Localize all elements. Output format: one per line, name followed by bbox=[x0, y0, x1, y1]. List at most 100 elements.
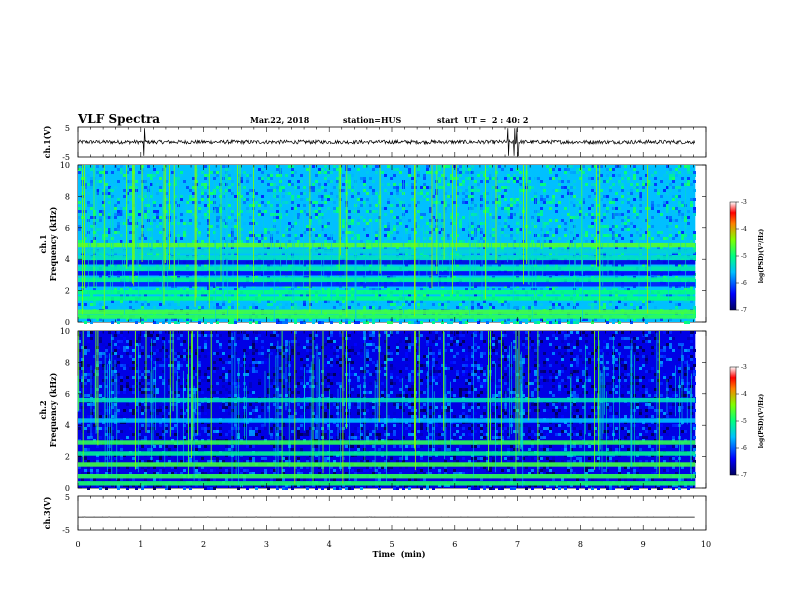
spectrogram-cell bbox=[396, 168, 399, 171]
spectrogram-cell bbox=[432, 204, 435, 207]
spectrogram-cell bbox=[507, 234, 510, 237]
spectrogram-cell bbox=[543, 192, 546, 195]
spectrogram-cell bbox=[129, 216, 132, 219]
spectrogram-cell bbox=[249, 306, 252, 309]
spectrogram-cell bbox=[420, 192, 423, 195]
spectrogram-cell bbox=[567, 240, 570, 243]
spectrogram-cell bbox=[180, 334, 183, 337]
spectrogram-cell bbox=[285, 303, 288, 306]
spectrogram-cell bbox=[582, 207, 585, 210]
spectrogram-cell bbox=[426, 231, 429, 234]
spectrogram-cell bbox=[549, 207, 552, 210]
spectrogram-cell bbox=[186, 165, 189, 168]
spectrogram-cell bbox=[576, 171, 579, 174]
spectrogram-cell bbox=[249, 192, 252, 195]
spectrogram-cell bbox=[297, 180, 300, 183]
spectrogram-cell bbox=[120, 213, 123, 216]
spectrogram-cell bbox=[519, 216, 522, 219]
spectrogram-cell bbox=[288, 183, 291, 186]
spectrogram-cell bbox=[576, 216, 579, 219]
spectrogram-cell bbox=[519, 228, 522, 231]
spectrogram-cell bbox=[540, 288, 543, 291]
spectrogram-cell bbox=[501, 264, 504, 267]
spectrogram-cell bbox=[171, 216, 174, 219]
spectrogram-cell bbox=[189, 352, 192, 355]
spectrogram-cell bbox=[438, 180, 441, 183]
spectrogram-cell bbox=[660, 204, 663, 207]
spectrogram-cell bbox=[447, 195, 450, 198]
spectrogram-cell bbox=[252, 306, 255, 309]
spectrogram-cell bbox=[555, 264, 558, 267]
spectrogram-cell bbox=[687, 228, 690, 231]
spectrogram-cell bbox=[228, 216, 231, 219]
spectrogram-cell bbox=[567, 192, 570, 195]
spectrogram-cell bbox=[177, 337, 180, 340]
spectrogram-cell bbox=[456, 204, 459, 207]
spectrogram-cell bbox=[330, 180, 333, 183]
spectrogram-cell bbox=[669, 246, 672, 249]
spectrogram-cell bbox=[513, 355, 516, 358]
spectrogram-cell bbox=[492, 231, 495, 234]
spectrogram-cell bbox=[273, 334, 276, 337]
spectrogram-cell bbox=[363, 165, 366, 168]
spectrogram-cell bbox=[231, 192, 234, 195]
spectrogram-cell bbox=[288, 240, 291, 243]
spectrogram-cell bbox=[384, 189, 387, 192]
spectrogram-cell bbox=[336, 207, 339, 210]
spectrogram-cell bbox=[366, 234, 369, 237]
spectrogram-cell bbox=[552, 165, 555, 168]
spectrogram-cell bbox=[348, 183, 351, 186]
spectrogram-cell bbox=[333, 346, 336, 349]
spectrogram-cell bbox=[393, 228, 396, 231]
spectrogram-cell bbox=[288, 294, 291, 297]
spectrogram-cell bbox=[681, 237, 684, 240]
spectrogram-cell bbox=[525, 321, 528, 324]
spectrogram-cell bbox=[252, 343, 255, 346]
spectrogram-cell bbox=[555, 219, 558, 222]
spectrogram-cell bbox=[585, 183, 588, 186]
spectrogram-cell bbox=[369, 331, 372, 334]
spectrogram-cell bbox=[501, 195, 504, 198]
spectrogram-cell bbox=[459, 219, 462, 222]
spectrogram-cell bbox=[336, 346, 339, 349]
spectrogram-cell bbox=[351, 222, 354, 225]
spectrogram-cell bbox=[276, 318, 279, 321]
spectrogram-cell bbox=[387, 198, 390, 201]
spectrogram-cell bbox=[429, 346, 432, 349]
spectrogram-cell bbox=[534, 349, 537, 352]
spectrogram-cell bbox=[591, 177, 594, 180]
spectrogram-cell bbox=[276, 192, 279, 195]
spectrogram-cell bbox=[321, 204, 324, 207]
spectrogram-cell bbox=[294, 321, 297, 324]
spectrogram-cell bbox=[366, 246, 369, 249]
spectrogram-cell bbox=[486, 180, 489, 183]
spectrogram-cell bbox=[165, 318, 168, 321]
spectrogram-cell bbox=[528, 180, 531, 183]
spectrogram-cell bbox=[120, 340, 123, 343]
spectrogram-cell bbox=[465, 195, 468, 198]
spectrogram-cell bbox=[114, 231, 117, 234]
spectrogram-cell bbox=[252, 352, 255, 355]
spectrogram-cell bbox=[450, 337, 453, 340]
spectrogram-cell bbox=[672, 195, 675, 198]
spectrogram-cell bbox=[480, 237, 483, 240]
spectrogram-cell bbox=[90, 228, 93, 231]
spectrogram-cell bbox=[219, 189, 222, 192]
spectrogram-cell bbox=[84, 349, 87, 352]
spectrogram-cell bbox=[654, 216, 657, 219]
spectrogram-cell bbox=[315, 180, 318, 183]
spectrogram-cell bbox=[609, 234, 612, 237]
spectrogram-cell bbox=[219, 216, 222, 219]
spectrogram-cell bbox=[465, 355, 468, 358]
spectrogram-cell bbox=[606, 343, 609, 346]
spectrogram-cell bbox=[504, 186, 507, 189]
spectrogram-cell bbox=[327, 337, 330, 340]
spectrogram-cell bbox=[588, 195, 591, 198]
spectrogram-cell bbox=[489, 234, 492, 237]
spectrogram-cell bbox=[348, 318, 351, 321]
spectrogram-cell bbox=[630, 240, 633, 243]
spectrogram-cell bbox=[387, 204, 390, 207]
spectrogram-cell bbox=[423, 213, 426, 216]
spectrogram-cell bbox=[420, 334, 423, 337]
spectrogram-cell bbox=[93, 231, 96, 234]
